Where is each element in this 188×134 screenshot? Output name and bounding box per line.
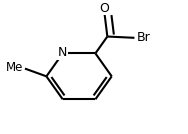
Text: Br: Br: [136, 31, 150, 44]
Text: Me: Me: [6, 61, 24, 74]
Text: O: O: [100, 2, 109, 15]
Text: N: N: [58, 46, 67, 59]
